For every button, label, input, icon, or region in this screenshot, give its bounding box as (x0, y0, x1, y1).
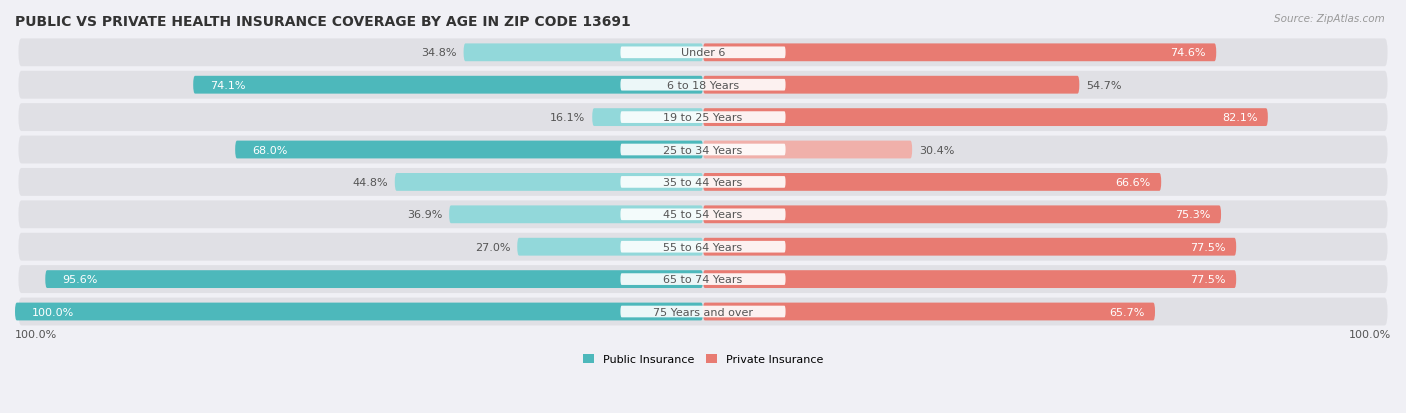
FancyBboxPatch shape (18, 39, 1388, 67)
Text: 35 to 44 Years: 35 to 44 Years (664, 178, 742, 188)
FancyBboxPatch shape (18, 71, 1388, 100)
FancyBboxPatch shape (620, 80, 786, 91)
Text: 44.8%: 44.8% (353, 178, 388, 188)
FancyBboxPatch shape (620, 112, 786, 123)
Text: 45 to 54 Years: 45 to 54 Years (664, 210, 742, 220)
FancyBboxPatch shape (620, 209, 786, 221)
FancyBboxPatch shape (45, 271, 703, 288)
FancyBboxPatch shape (620, 47, 786, 59)
Text: 65 to 74 Years: 65 to 74 Years (664, 275, 742, 285)
Text: 74.1%: 74.1% (211, 81, 246, 90)
Text: 16.1%: 16.1% (550, 113, 585, 123)
Text: 68.0%: 68.0% (252, 145, 288, 155)
FancyBboxPatch shape (620, 144, 786, 156)
Text: Under 6: Under 6 (681, 48, 725, 58)
FancyBboxPatch shape (18, 201, 1388, 229)
FancyBboxPatch shape (703, 44, 1216, 62)
Text: 54.7%: 54.7% (1087, 81, 1122, 90)
Text: 100.0%: 100.0% (15, 330, 58, 339)
FancyBboxPatch shape (703, 303, 1154, 320)
Text: 25 to 34 Years: 25 to 34 Years (664, 145, 742, 155)
Text: 95.6%: 95.6% (62, 275, 98, 285)
Text: 100.0%: 100.0% (1348, 330, 1391, 339)
Text: 77.5%: 77.5% (1191, 275, 1226, 285)
FancyBboxPatch shape (18, 136, 1388, 164)
FancyBboxPatch shape (703, 77, 1080, 95)
Text: 55 to 64 Years: 55 to 64 Years (664, 242, 742, 252)
Text: PUBLIC VS PRIVATE HEALTH INSURANCE COVERAGE BY AGE IN ZIP CODE 13691: PUBLIC VS PRIVATE HEALTH INSURANCE COVER… (15, 15, 631, 29)
Text: 77.5%: 77.5% (1191, 242, 1226, 252)
Legend: Public Insurance, Private Insurance: Public Insurance, Private Insurance (579, 350, 827, 369)
Text: 82.1%: 82.1% (1222, 113, 1257, 123)
FancyBboxPatch shape (620, 241, 786, 253)
Text: 6 to 18 Years: 6 to 18 Years (666, 81, 740, 90)
FancyBboxPatch shape (703, 109, 1268, 127)
Text: 34.8%: 34.8% (422, 48, 457, 58)
Text: 30.4%: 30.4% (920, 145, 955, 155)
FancyBboxPatch shape (18, 266, 1388, 293)
FancyBboxPatch shape (620, 306, 786, 318)
Text: 75.3%: 75.3% (1175, 210, 1211, 220)
FancyBboxPatch shape (449, 206, 703, 224)
FancyBboxPatch shape (703, 173, 1161, 191)
FancyBboxPatch shape (18, 298, 1388, 326)
Text: 100.0%: 100.0% (32, 307, 75, 317)
Text: 36.9%: 36.9% (406, 210, 443, 220)
Text: 74.6%: 74.6% (1170, 48, 1206, 58)
FancyBboxPatch shape (703, 271, 1236, 288)
FancyBboxPatch shape (620, 177, 786, 188)
Text: 27.0%: 27.0% (475, 242, 510, 252)
FancyBboxPatch shape (703, 141, 912, 159)
Text: 66.6%: 66.6% (1115, 178, 1152, 188)
Text: 65.7%: 65.7% (1109, 307, 1144, 317)
FancyBboxPatch shape (18, 169, 1388, 196)
FancyBboxPatch shape (395, 173, 703, 191)
FancyBboxPatch shape (464, 44, 703, 62)
FancyBboxPatch shape (592, 109, 703, 127)
FancyBboxPatch shape (18, 104, 1388, 132)
Text: Source: ZipAtlas.com: Source: ZipAtlas.com (1274, 14, 1385, 24)
FancyBboxPatch shape (703, 206, 1220, 224)
Text: 75 Years and over: 75 Years and over (652, 307, 754, 317)
FancyBboxPatch shape (620, 274, 786, 285)
FancyBboxPatch shape (193, 77, 703, 95)
FancyBboxPatch shape (517, 238, 703, 256)
FancyBboxPatch shape (15, 303, 703, 320)
FancyBboxPatch shape (703, 238, 1236, 256)
FancyBboxPatch shape (235, 141, 703, 159)
FancyBboxPatch shape (18, 233, 1388, 261)
Text: 19 to 25 Years: 19 to 25 Years (664, 113, 742, 123)
